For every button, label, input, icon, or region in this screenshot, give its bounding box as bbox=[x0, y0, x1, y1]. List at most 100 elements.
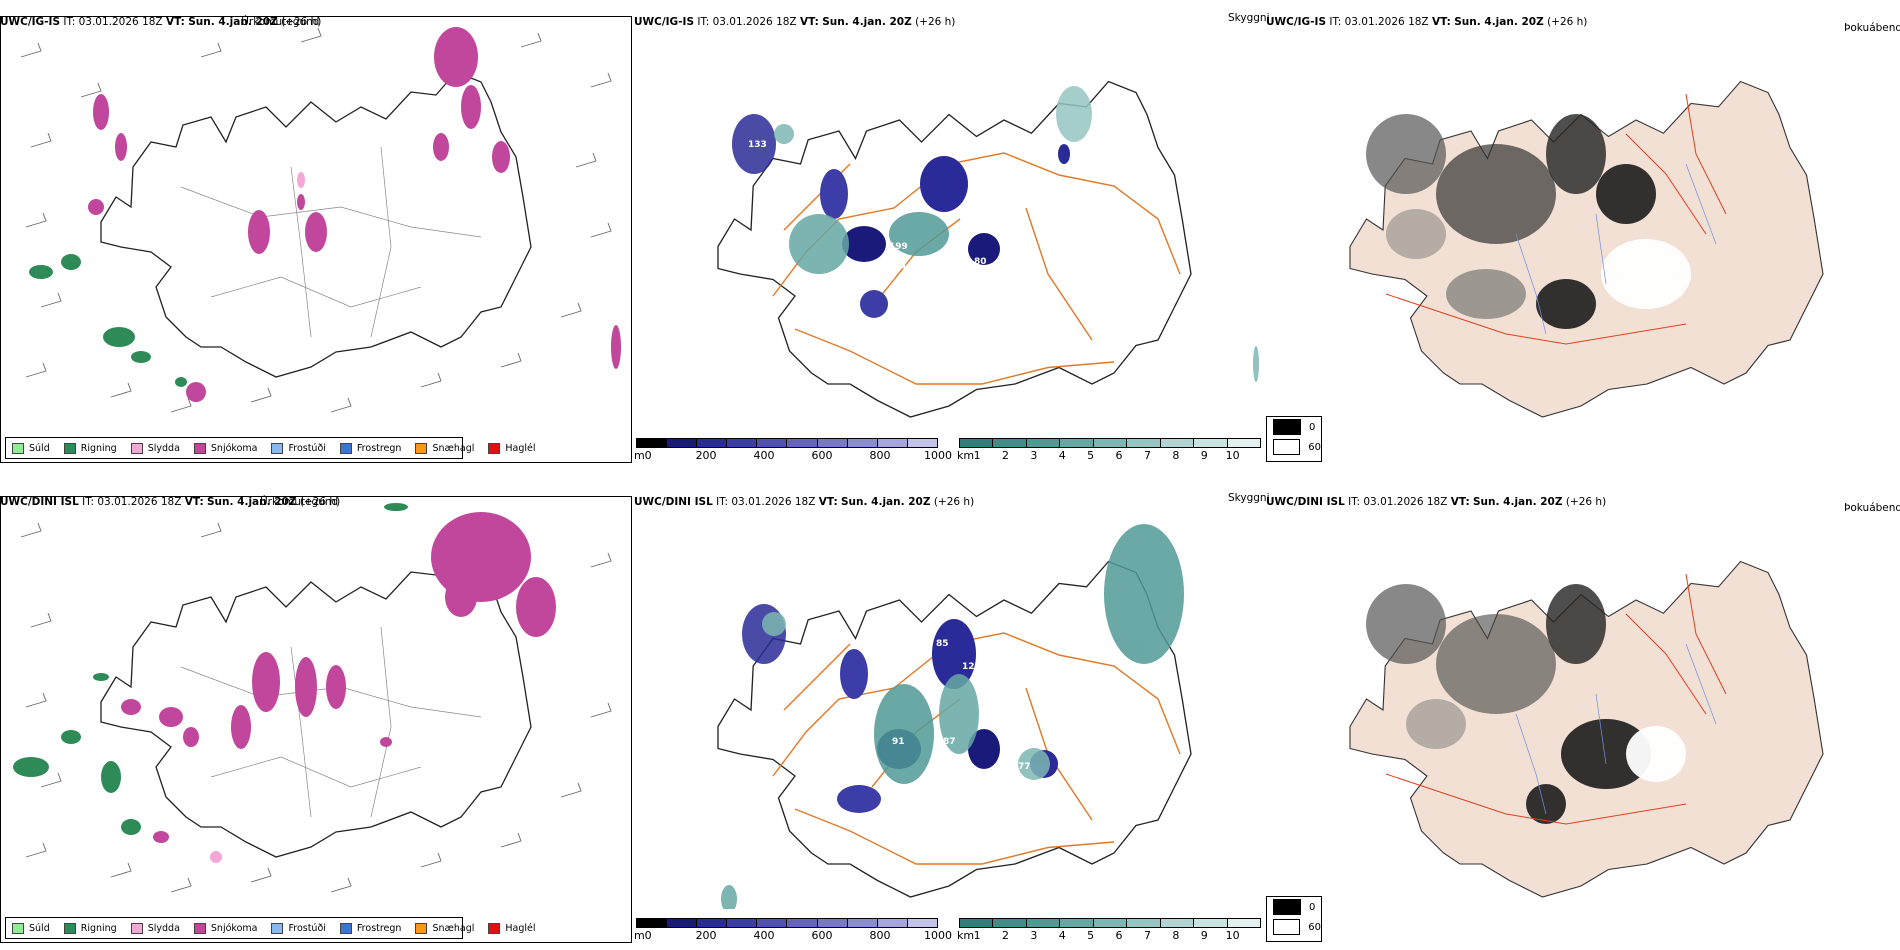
colorbar-segment bbox=[1060, 439, 1094, 447]
panel-title: Þokuábendi bbox=[1844, 502, 1900, 514]
panel-header: UWC/DINI ISL IT: 03.01.2026 18Z VT: Sun.… bbox=[0, 496, 341, 508]
legend-item-haglel: Haglél bbox=[488, 922, 536, 934]
colorbar-segment bbox=[993, 919, 1027, 927]
panel-title: Úrkomutegund bbox=[241, 16, 320, 28]
label-top-6: 97 bbox=[946, 147, 959, 157]
colorbar-segment bbox=[847, 439, 878, 447]
label-bottom-0: 130 bbox=[782, 667, 801, 677]
label-bottom-1: 91 bbox=[892, 737, 905, 747]
fog-legend: 0 60 bbox=[1266, 416, 1322, 462]
colorbar-tick: 1000 bbox=[924, 449, 952, 462]
colorbar-segment bbox=[1160, 919, 1195, 927]
legend-item-snjokoma: Snjókoma bbox=[193, 442, 257, 454]
legend-item-suld: Súld bbox=[12, 922, 50, 934]
colorbar-tick: 400 bbox=[753, 449, 775, 462]
colorbar-segment bbox=[757, 919, 788, 927]
colorbar-tick: 400 bbox=[753, 929, 775, 942]
colorbar-segment bbox=[637, 439, 668, 447]
colorbar-tick: 7 bbox=[1143, 449, 1151, 462]
fog-legend-item-1: 60 bbox=[1273, 917, 1321, 937]
colorbar-tick: 0 bbox=[644, 929, 652, 942]
label-top-1: 106 bbox=[784, 199, 803, 209]
colorbar-tick: 5 bbox=[1087, 929, 1095, 942]
label-top-5: 80 bbox=[974, 257, 987, 267]
colorbar-segment bbox=[697, 919, 728, 927]
colorbar-unit: km bbox=[957, 929, 975, 942]
cloud-base-colorbar: m 0 200 400 600 800 1000 bbox=[634, 438, 952, 462]
panel-title: Skyggni bbox=[1228, 492, 1270, 504]
colorbar-tick: 5 bbox=[1087, 449, 1095, 462]
colorbar-segment bbox=[667, 919, 698, 927]
fog-legend: 0 60 bbox=[1266, 896, 1322, 942]
legend-item-frostudi: Frostúði bbox=[271, 922, 326, 934]
colorbar-segment bbox=[1093, 439, 1128, 447]
legend-item-slydda: Slydda bbox=[130, 922, 180, 934]
panel-title: Skyggni bbox=[1228, 12, 1270, 24]
colorbar-segment bbox=[757, 439, 788, 447]
colorbar-tick: 9 bbox=[1200, 449, 1208, 462]
panel-header: UWC/IG-IS IT: 03.01.2026 18Z VT: Sun. 4.… bbox=[1266, 16, 1588, 28]
precip-type-legend: Súld Rigning Slydda Snjókoma Frostúði Fr… bbox=[5, 437, 536, 459]
label-bottom-5: 123 bbox=[962, 662, 981, 672]
colorbar-tick: 1000 bbox=[924, 929, 952, 942]
colorbar-tick: 6 bbox=[1115, 929, 1123, 942]
precip-map-frame: Súld Rigning Slydda Snjókoma Frostúði Fr… bbox=[0, 496, 632, 943]
legend-item-suld: Súld bbox=[12, 442, 50, 454]
precip-map-frame: Súld Rigning Slydda Snjókoma Frostúði Fr… bbox=[0, 16, 632, 463]
colorbar-segment bbox=[960, 919, 994, 927]
visibility-colorbar: km 1 2 3 4 5 6 7 8 9 10 bbox=[957, 438, 1261, 462]
label-top-3: 94 bbox=[894, 262, 907, 272]
legend-item-frostregn: Frostregn bbox=[339, 442, 401, 454]
legend-item-frostregn: Frostregn bbox=[339, 922, 401, 934]
colorbar-unit: m bbox=[634, 929, 645, 942]
precip-type-panel-bottom: UWC/DINI ISL IT: 03.01.2026 18Z VT: Sun.… bbox=[0, 494, 632, 943]
colorbar-segment bbox=[877, 439, 908, 447]
label-bottom-4: 364 bbox=[981, 699, 1000, 709]
colorbar-segment bbox=[1026, 919, 1061, 927]
colorbar-tick: 1 bbox=[973, 929, 981, 942]
colorbar-tick: 0 bbox=[644, 449, 652, 462]
panel-header: UWC/IG-IS IT: 03.01.2026 18Z VT: Sun. 4.… bbox=[0, 16, 322, 28]
visibility-panel-top: UWC/IG-IS IT: 03.01.2026 18Z VT: Sun. 4.… bbox=[634, 12, 1270, 462]
colorbar-segment bbox=[637, 919, 668, 927]
visibility-colorbar: km 1 2 3 4 5 6 7 8 9 10 bbox=[957, 918, 1261, 942]
colorbar-segment bbox=[1227, 439, 1260, 447]
visibility-map: 130 91 87 77 364 123 85 bbox=[717, 524, 1192, 909]
colorbar-segment bbox=[787, 439, 818, 447]
colorbar-segment bbox=[1194, 919, 1228, 927]
label-top-2: 199 bbox=[889, 242, 908, 252]
precip-type-panel-top: UWC/IG-IS IT: 03.01.2026 18Z VT: Sun. 4.… bbox=[0, 14, 632, 463]
label-top-0: 133 bbox=[748, 140, 767, 150]
colorbar-segment bbox=[1227, 919, 1260, 927]
fog-legend-item-1: 60 bbox=[1273, 437, 1321, 457]
colorbar-segment bbox=[1060, 919, 1094, 927]
colorbar-segment bbox=[727, 439, 758, 447]
colorbar-tick: 2 bbox=[1002, 449, 1009, 462]
colorbar-tick: 4 bbox=[1058, 449, 1066, 462]
colorbar-segment bbox=[907, 919, 937, 927]
panel-title: Þokuábendi bbox=[1844, 22, 1900, 34]
panel-title: Úrkomutegund bbox=[259, 496, 339, 508]
precip-patches bbox=[29, 27, 621, 402]
colorbar-segment bbox=[960, 439, 994, 447]
precip-map bbox=[13, 503, 612, 893]
colorbar-segment bbox=[907, 439, 937, 447]
legend-item-rigning: Rigning bbox=[63, 922, 117, 934]
colorbar-segment bbox=[847, 919, 878, 927]
legend-item-slydda: Slydda bbox=[130, 442, 180, 454]
colorbar-tick: 800 bbox=[869, 929, 891, 942]
legend-item-snaehagl: Snæhagl bbox=[415, 442, 474, 454]
colorbar-tick: 6 bbox=[1115, 449, 1123, 462]
panel-header: UWC/IG-IS IT: 03.01.2026 18Z VT: Sun. 4.… bbox=[634, 16, 956, 28]
cloud-base-patches bbox=[732, 114, 1070, 318]
colorbar-tick: 2 bbox=[1002, 929, 1009, 942]
colorbar-segment bbox=[727, 919, 758, 927]
colorbar-segment bbox=[787, 919, 818, 927]
colorbar-tick: 600 bbox=[811, 449, 833, 462]
cloud-base-colorbar: m 0 200 400 600 800 1000 bbox=[634, 918, 952, 942]
panel-header: UWC/DINI ISL IT: 03.01.2026 18Z VT: Sun.… bbox=[1266, 496, 1607, 508]
panel-header: UWC/DINI ISL IT: 03.01.2026 18Z VT: Sun.… bbox=[634, 496, 975, 508]
label-top-4: 80 bbox=[874, 277, 887, 287]
colorbar-tick: 600 bbox=[811, 929, 833, 942]
colorbar-tick: 10 bbox=[1225, 929, 1240, 942]
